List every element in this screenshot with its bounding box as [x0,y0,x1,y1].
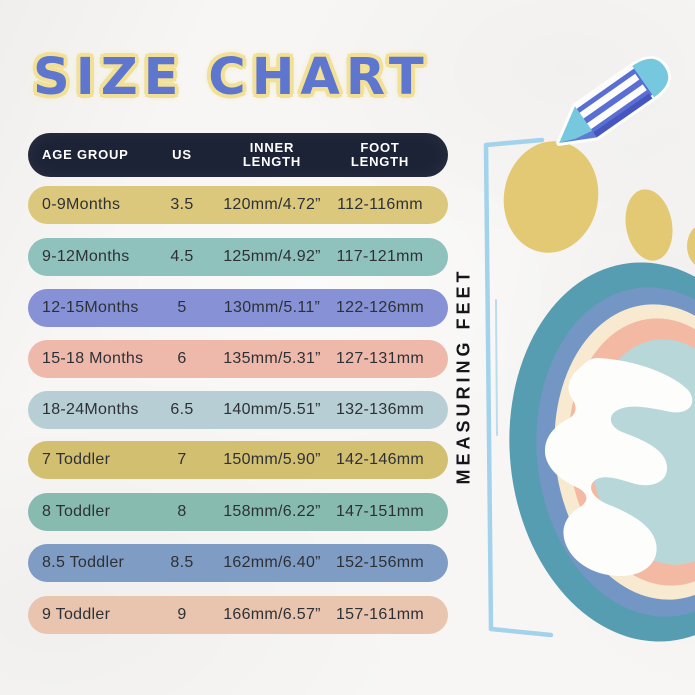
header-foot-length: FOOT LENGTH [350,140,410,169]
table-row: 12-15Months 5 130mm/5.11” 122-126mm [28,289,448,327]
age-group-value: 9-12Months [42,248,130,265]
us-size-value: 7 [177,451,187,468]
inner-length-value: 120mm/4.72” [223,196,321,213]
age-group-value: 8.5 Toddler [42,554,125,571]
table-row: 7 Toddler 7 150mm/5.90” 142-146mm [28,441,448,479]
header-age-group: AGE GROUP [42,147,129,163]
header-us-size: US [172,147,192,163]
inner-length-value: 150mm/5.90” [223,451,321,468]
table-header-row: AGE GROUP US INNER LENGTH FOOT LENGTH [28,133,448,177]
foot-length-value: 147-151mm [335,503,425,520]
inner-length-value: 125mm/4.92” [223,248,321,265]
us-size-value: 8.5 [170,554,194,571]
inner-length-value: 158mm/6.22” [223,503,321,520]
foot-length-value: 127-131mm [335,350,425,367]
age-group-value: 9 Toddler [42,606,111,623]
foot-length-value: 112-116mm [337,196,423,213]
inner-length-value: 166mm/6.57” [223,606,321,623]
measuring-feet-label: MEASURING FEET [453,267,474,485]
foot-length-value: 117-121mm [336,248,424,265]
table-row: 15-18 Months 6 135mm/5.31” 127-131mm [28,340,448,378]
foot-length-value: 132-136mm [335,401,425,418]
age-group-value: 8 Toddler [42,503,111,520]
age-group-value: 7 Toddler [42,451,111,468]
page-title: SIZE CHART [33,48,430,107]
table-row: 18-24Months 6.5 140mm/5.51” 132-136mm [28,391,448,429]
header-inner-length: INNER LENGTH [242,140,302,169]
foot-length-value: 142-146mm [335,451,425,468]
table-row: 9-12Months 4.5 125mm/4.92” 117-121mm [28,238,448,276]
foot-length-value: 152-156mm [335,554,425,571]
us-size-value: 8 [177,503,187,520]
us-size-value: 4.5 [170,248,194,265]
age-group-value: 18-24Months [42,401,139,418]
us-size-value: 3.5 [170,196,194,213]
age-group-value: 12-15Months [42,299,139,316]
us-size-value: 6 [177,350,187,367]
table-row: 0-9Months 3.5 120mm/4.72” 112-116mm [28,186,448,224]
table-row: 9 Toddler 9 166mm/6.57” 157-161mm [28,596,448,634]
table-row: 8.5 Toddler 8.5 162mm/6.40” 152-156mm [28,544,448,582]
us-size-value: 5 [177,299,187,316]
foot-length-value: 157-161mm [335,606,425,623]
inner-length-value: 140mm/5.51” [223,401,321,418]
inner-length-value: 162mm/6.40” [223,554,321,571]
inner-length-value: 135mm/5.31” [223,350,321,367]
age-group-value: 0-9Months [42,196,121,213]
us-size-value: 6.5 [170,401,194,418]
us-size-value: 9 [177,606,187,623]
inner-length-value: 130mm/5.11” [223,299,321,316]
age-group-value: 15-18 Months [42,350,144,367]
table-row: 8 Toddler 8 158mm/6.22” 147-151mm [28,493,448,531]
foot-length-value: 122-126mm [335,299,425,316]
